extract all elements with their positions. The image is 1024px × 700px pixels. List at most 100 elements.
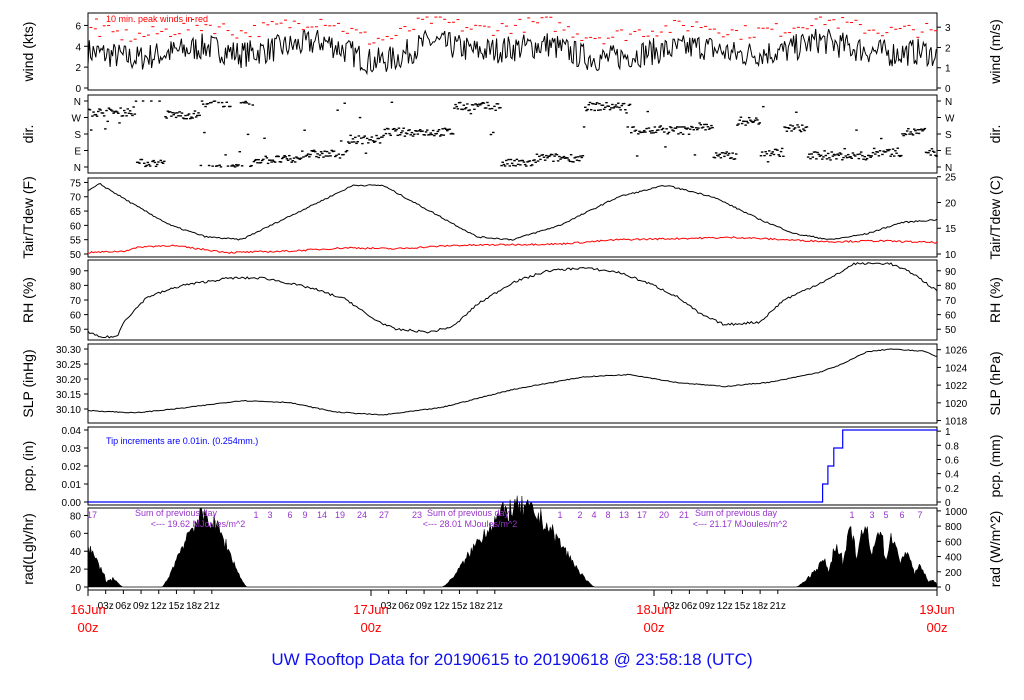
rad-left-tick-label: 80 (70, 511, 82, 522)
temp-right-tick-label: 20 (945, 198, 957, 209)
temp-ylabel-left: Tair/Tdew (F) (20, 176, 36, 258)
rad-note-value: <--- 19.62 MJoules/m^2 (151, 519, 246, 529)
temp-right-tick-label: 15 (945, 224, 957, 235)
dir-right-tick-label: N (945, 97, 952, 108)
time-tick-label: 03z (98, 601, 114, 612)
dir-panel-frame (87, 94, 938, 174)
time-tick-label: 09z (699, 601, 715, 612)
rad-top-number: 4 (591, 510, 596, 520)
time-tick-label: 21z (487, 601, 503, 612)
dir-right-tick-label: W (945, 114, 955, 125)
rad-top-number: 3 (267, 510, 272, 520)
day-label-date: 19Jun (919, 602, 954, 617)
time-tick-label: 12z (717, 601, 733, 612)
pcp-line (88, 429, 937, 503)
wind-mean-line (87, 28, 937, 76)
rh-left-tick-label: 90 (70, 267, 82, 278)
rad-top-number: 23 (412, 510, 422, 520)
rad-top-number: 7 (917, 510, 922, 520)
rad-left-tick-label: 0 (75, 583, 81, 594)
rad-top-number: 1 (253, 510, 258, 520)
dir-points (87, 100, 938, 168)
day-label-hour: 00z (361, 620, 382, 635)
wind-left-tick-label: 0 (75, 84, 81, 95)
rh-left-tick-label: 60 (70, 311, 82, 322)
rh-right-tick-label: 80 (945, 281, 957, 292)
wind-right-tick-label: 3 (945, 23, 951, 34)
slp-line (87, 348, 938, 416)
pcp-right-tick-label: 0.2 (945, 484, 959, 495)
rad-area (87, 495, 938, 588)
temp-right-tick-label: 25 (945, 173, 957, 184)
dir-left-tick-label: N (74, 97, 81, 108)
temp-left-tick-label: 70 (70, 193, 82, 204)
rad-note-value: <--- 28.01 MJoules/m^2 (423, 519, 518, 529)
rh-ylabel-left: RH (%) (20, 277, 36, 323)
slp-ylabel-left: SLP (inHg) (20, 349, 36, 417)
time-tick-label: 06z (115, 601, 131, 612)
rad-top-number: 6 (899, 510, 904, 520)
rh-right-tick-label: 50 (945, 325, 957, 336)
rad-note-value: <--- 21.17 MJoules/m^2 (693, 519, 788, 529)
rad-top-number: 21 (679, 510, 689, 520)
time-tick-label: 18z (186, 601, 202, 612)
temp-left-tick-label: 65 (70, 207, 82, 218)
rad-note-heading: Sum of previous day (427, 508, 510, 518)
rad-note-heading: Sum of previous day (695, 508, 778, 518)
slp-right-tick-label: 1026 (945, 346, 968, 357)
wind-ylabel-left: wind (kts) (20, 22, 36, 83)
time-tick-label: 18z (752, 601, 768, 612)
time-tick-label: 12z (434, 601, 450, 612)
pcp-right-tick-label: 0.6 (945, 455, 959, 466)
rad-right-tick-label: 1000 (945, 507, 968, 518)
dir-left-tick-label: E (74, 147, 81, 158)
rad-top-number: 3 (869, 510, 874, 520)
temp-tair-line (87, 183, 938, 241)
day-label-date: 16Jun (70, 602, 105, 617)
pcp-left-tick-label: 0.03 (62, 444, 82, 455)
time-tick-label: 15z (168, 601, 184, 612)
rad-top-number: 8 (605, 510, 610, 520)
rad-right-tick-label: 600 (945, 537, 962, 548)
temp-left-tick-label: 75 (70, 178, 82, 189)
rad-top-number: 1 (849, 510, 854, 520)
temp-panel-frame (87, 177, 938, 258)
slp-left-tick-label: 30.10 (56, 405, 81, 416)
pcp-right-tick-label: 0.8 (945, 441, 959, 452)
temp-left-tick-label: 60 (70, 221, 82, 232)
wind-legend-text: 10 min. peak winds in red (106, 14, 208, 24)
wind-left-tick-label: 6 (75, 21, 81, 32)
dir-left-tick-label: W (72, 114, 82, 125)
time-tick-label: 09z (416, 601, 432, 612)
slp-left-tick-label: 30.25 (56, 360, 81, 371)
rad-ylabel-left: rad(Lgly/hr) (20, 513, 36, 585)
day-label-date: 17Jun (353, 602, 388, 617)
slp-right-tick-label: 1020 (945, 399, 968, 410)
rh-left-tick-label: 50 (70, 325, 82, 336)
time-tick-label: 03z (664, 601, 680, 612)
rad-top-number: 17 (637, 510, 647, 520)
rad-note-heading: Sum of previous day (135, 508, 218, 518)
time-tick-label: 06z (681, 601, 697, 612)
dir-left-tick-label: S (74, 130, 81, 141)
time-tick-label: 18z (469, 601, 485, 612)
pcp-right-tick-label: 0 (945, 498, 951, 509)
wind-left-tick-label: 4 (75, 42, 81, 53)
dir-right-tick-label: S (945, 130, 952, 141)
rad-left-tick-label: 20 (70, 565, 82, 576)
rad-top-number: 9 (302, 510, 307, 520)
day-label-hour: 00z (927, 620, 948, 635)
wind-right-tick-label: 0 (945, 84, 951, 95)
wind-peak-gusts (89, 16, 938, 45)
rad-top-number: 20 (659, 510, 669, 520)
rh-right-tick-label: 90 (945, 267, 957, 278)
pcp-left-tick-label: 0.04 (62, 426, 82, 437)
dir-ylabel-right: dir. (987, 125, 1003, 144)
slp-panel-frame (87, 343, 938, 424)
day-label-hour: 00z (78, 620, 99, 635)
pcp-left-tick-label: 0.00 (62, 498, 82, 509)
time-tick-label: 06z (398, 601, 414, 612)
temp-right-tick-label: 10 (945, 250, 957, 261)
rad-top-number: 14 (317, 510, 327, 520)
